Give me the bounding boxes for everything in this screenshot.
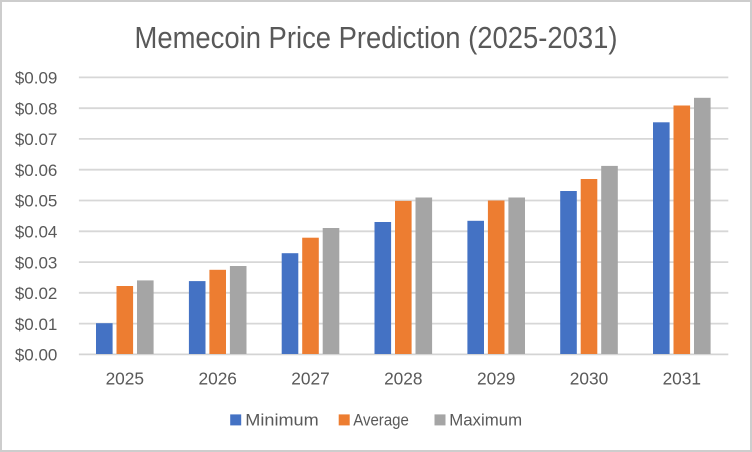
svg-text:2027: 2027 (291, 369, 329, 389)
svg-text:Minimum: Minimum (245, 410, 318, 429)
svg-text:2026: 2026 (198, 369, 236, 389)
svg-text:$0.09: $0.09 (15, 69, 58, 88)
svg-text:$0.07: $0.07 (15, 130, 58, 149)
svg-text:Average: Average (353, 410, 409, 429)
svg-text:$0.01: $0.01 (15, 315, 58, 334)
svg-text:Maximum: Maximum (449, 410, 522, 429)
svg-text:$0.08: $0.08 (15, 99, 58, 118)
svg-text:$0.06: $0.06 (15, 161, 58, 180)
svg-text:2029: 2029 (477, 369, 515, 389)
svg-text:2030: 2030 (570, 369, 608, 389)
svg-text:$0.04: $0.04 (15, 223, 58, 242)
svg-text:$0.03: $0.03 (15, 253, 58, 272)
svg-text:$0.05: $0.05 (15, 192, 58, 211)
svg-text:Memecoin Price Prediction (202: Memecoin Price Prediction (2025-2031) (135, 20, 618, 55)
svg-text:2028: 2028 (384, 369, 422, 389)
svg-text:$0.00: $0.00 (15, 346, 58, 365)
svg-text:2025: 2025 (106, 369, 144, 389)
svg-text:$0.02: $0.02 (15, 284, 58, 303)
svg-text:2031: 2031 (663, 369, 701, 389)
